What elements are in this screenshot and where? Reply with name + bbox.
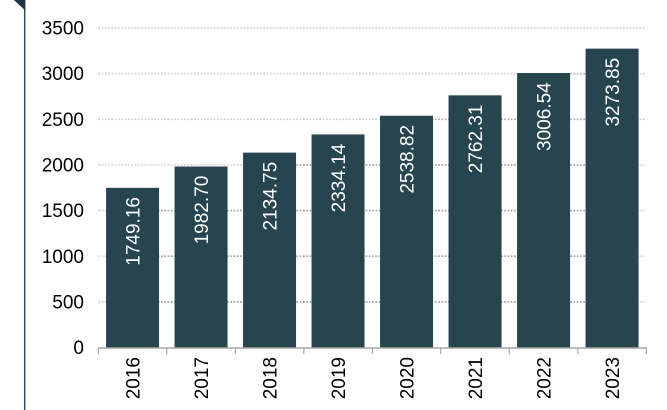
svg-text:2020: 2020 (397, 357, 418, 399)
svg-text:1000: 1000 (42, 247, 84, 268)
svg-text:2018: 2018 (260, 357, 281, 399)
svg-text:3000: 3000 (42, 64, 84, 85)
svg-text:1749.16: 1749.16 (123, 197, 144, 266)
svg-text:2023: 2023 (603, 357, 624, 399)
svg-text:2000: 2000 (42, 156, 84, 177)
svg-text:2021: 2021 (466, 357, 487, 399)
svg-text:1982.70: 1982.70 (192, 176, 213, 245)
svg-text:2022: 2022 (534, 357, 555, 399)
svg-text:500: 500 (52, 292, 84, 313)
svg-text:3006.54: 3006.54 (534, 82, 555, 151)
svg-text:2019: 2019 (329, 357, 350, 399)
svg-text:2538.82: 2538.82 (397, 125, 418, 194)
svg-text:2334.14: 2334.14 (329, 143, 350, 212)
svg-text:3500: 3500 (42, 19, 84, 40)
svg-text:0: 0 (73, 338, 84, 359)
svg-text:2134.75: 2134.75 (260, 162, 281, 231)
svg-text:1500: 1500 (42, 201, 84, 222)
svg-text:2017: 2017 (192, 357, 213, 399)
svg-text:3273.85: 3273.85 (603, 58, 624, 127)
svg-text:2762.31: 2762.31 (466, 105, 487, 174)
svg-text:2016: 2016 (123, 357, 144, 399)
svg-text:2500: 2500 (42, 110, 84, 131)
